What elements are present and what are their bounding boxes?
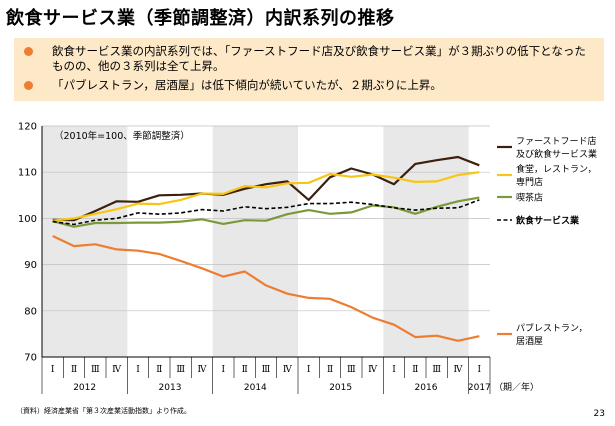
x-tick-label: Ⅰ [392, 365, 396, 375]
x-tick-label: Ⅳ [112, 365, 122, 375]
year-band [212, 126, 298, 357]
x-tick-label: Ⅰ [222, 365, 226, 375]
year-label: 2016 [415, 383, 438, 393]
summary-box: 飲食サービス業の内訳系列では、「ファーストフード店及び飲食サービス業」が３期ぶり… [14, 38, 604, 101]
x-tick-label: Ⅲ [176, 365, 185, 375]
legend-label: 喫茶店 [516, 192, 543, 204]
year-label: 2015 [329, 383, 352, 393]
series-line [52, 155, 480, 222]
x-tick-label: Ⅰ [307, 365, 311, 375]
source-note: （資料）経済産業省「第３次産業活動指数」より作成。 [16, 407, 191, 415]
summary-bullet-text: 「パブレストラン，居酒屋」は低下傾向が続いていたが、２期ぶりに上昇。 [52, 78, 442, 92]
summary-bullet-text: 飲食サービス業の内訳系列では、「ファーストフード店及び飲食サービス業」が３期ぶり… [52, 44, 586, 73]
y-tick-label: 100 [18, 214, 37, 225]
bullet-dot-icon [24, 47, 33, 56]
legend-label: 飲食サービス業 [515, 215, 580, 227]
x-tick-label: Ⅲ [91, 365, 100, 375]
chart-note: （2010年=100、季節調整済） [54, 130, 190, 142]
x-tick-label: Ⅳ [454, 365, 464, 375]
x-tick-label: Ⅰ [136, 365, 140, 375]
series-line [52, 171, 480, 222]
year-label: 2012 [73, 383, 96, 393]
year-band [42, 126, 128, 357]
x-tick-label: Ⅲ [432, 365, 441, 375]
bullet-dot-icon [24, 81, 33, 90]
year-band [383, 126, 469, 357]
year-label: 2014 [244, 383, 267, 393]
year-label: 2017 [468, 383, 491, 393]
series-line [52, 196, 480, 228]
x-tick-label: Ⅱ [412, 365, 418, 375]
y-tick-label: 90 [24, 260, 37, 271]
legend-label: 食堂，レストラン， [516, 163, 597, 175]
x-tick-label: Ⅲ [347, 365, 356, 375]
x-tick-label: Ⅱ [327, 365, 333, 375]
x-tick-label: Ⅲ [262, 365, 271, 375]
legend-label: パブレストラン， [516, 322, 588, 334]
x-tick-label: Ⅳ [283, 365, 293, 375]
x-tick-label: Ⅳ [368, 365, 378, 375]
y-tick-label: 80 [24, 306, 37, 317]
page-number: 23 [593, 409, 605, 419]
x-tick-label: Ⅰ [51, 365, 55, 375]
x-axis-unit-label: （期／年） [494, 381, 539, 393]
x-tick-label: Ⅱ [71, 365, 77, 375]
legend-label: 専門店 [516, 176, 543, 188]
x-tick-label: Ⅱ [156, 365, 162, 375]
y-tick-label: 120 [18, 122, 37, 133]
legend-label: 居酒屋 [516, 336, 543, 347]
year-label: 2013 [159, 383, 182, 393]
y-tick-label: 70 [24, 353, 37, 364]
y-tick-label: 110 [18, 168, 37, 179]
x-tick-label: Ⅳ [198, 365, 208, 375]
legend-label: ファーストフード店 [516, 135, 597, 147]
x-tick-label: Ⅱ [242, 365, 248, 375]
page-title: 飲食サービス業（季節調整済）内訳系列の推移 [6, 8, 395, 29]
legend-label: 及び飲食サービス業 [516, 148, 597, 160]
x-tick-label: Ⅰ [478, 365, 482, 375]
